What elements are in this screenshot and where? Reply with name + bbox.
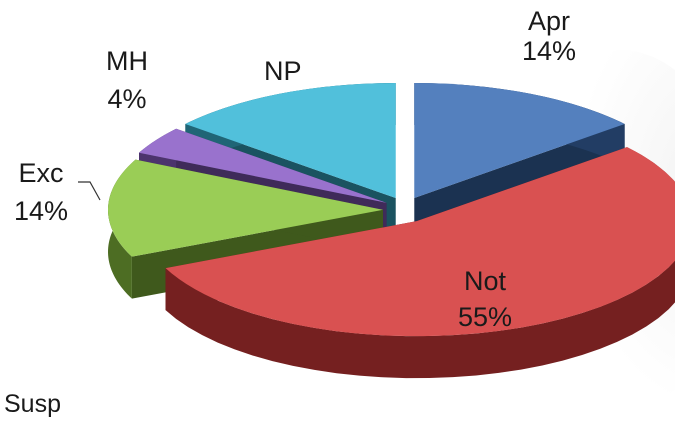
slice-apr-highlight <box>414 83 625 199</box>
slice-apr <box>414 83 625 241</box>
slice-apr-top <box>414 83 625 199</box>
label-not-name: Not <box>464 266 507 296</box>
label-not-value: 55% <box>458 302 513 332</box>
label-exc-value: 14% <box>14 196 69 226</box>
label-exc-name: Exc <box>18 158 64 188</box>
slice-np-highlight <box>185 83 396 199</box>
slice-not <box>165 147 675 379</box>
label-np: NP <box>264 56 302 86</box>
label-apr-name: Apr <box>528 6 571 36</box>
label-not: Not 55% <box>458 266 512 332</box>
footer-text: Susp <box>4 390 61 418</box>
slice-exc-top <box>108 159 384 257</box>
slice-mh-highlight <box>139 128 387 203</box>
label-mh-name: MH <box>106 46 148 76</box>
slice-mh-top <box>139 128 387 203</box>
label-np-name: NP <box>264 56 302 86</box>
slice-np-top <box>185 83 396 199</box>
label-apr: Apr 14% <box>522 6 576 66</box>
label-apr-value: 14% <box>522 36 577 66</box>
slice-exc-highlight <box>108 159 384 257</box>
label-exc: Exc 14% <box>14 158 68 226</box>
label-mh-value: 4% <box>107 84 147 114</box>
label-mh: MH 4% <box>106 46 148 114</box>
slice-not-top <box>165 147 675 337</box>
slice-not-highlight <box>165 147 675 337</box>
